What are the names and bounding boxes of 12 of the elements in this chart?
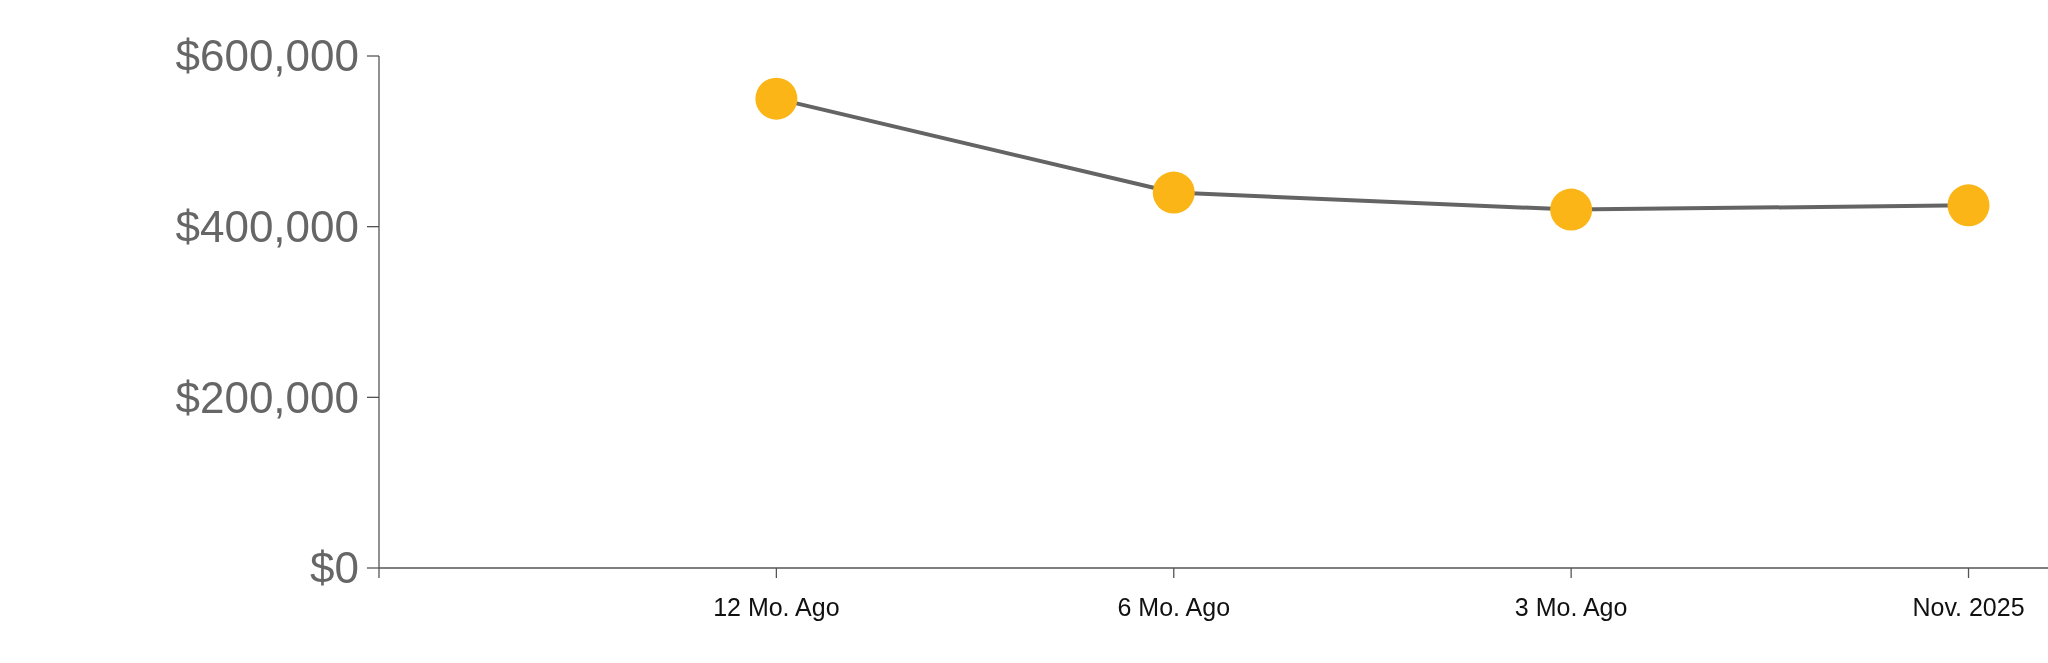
x-tick-label: 12 Mo. Ago xyxy=(713,593,840,621)
y-tick-label: $600,000 xyxy=(175,31,359,81)
point xyxy=(1152,171,1195,214)
y-tick-label: $0 xyxy=(310,543,359,593)
x-tick-label: Nov. 2025 xyxy=(1912,593,2025,621)
point xyxy=(1550,188,1593,231)
x-tick-label: 3 Mo. Ago xyxy=(1514,593,1628,621)
y-tick-label: $400,000 xyxy=(175,202,359,252)
y-tick-label: $200,000 xyxy=(175,372,359,422)
point xyxy=(1947,184,1990,227)
point xyxy=(755,77,798,120)
x-tick-label: 6 Mo. Ago xyxy=(1117,593,1231,621)
